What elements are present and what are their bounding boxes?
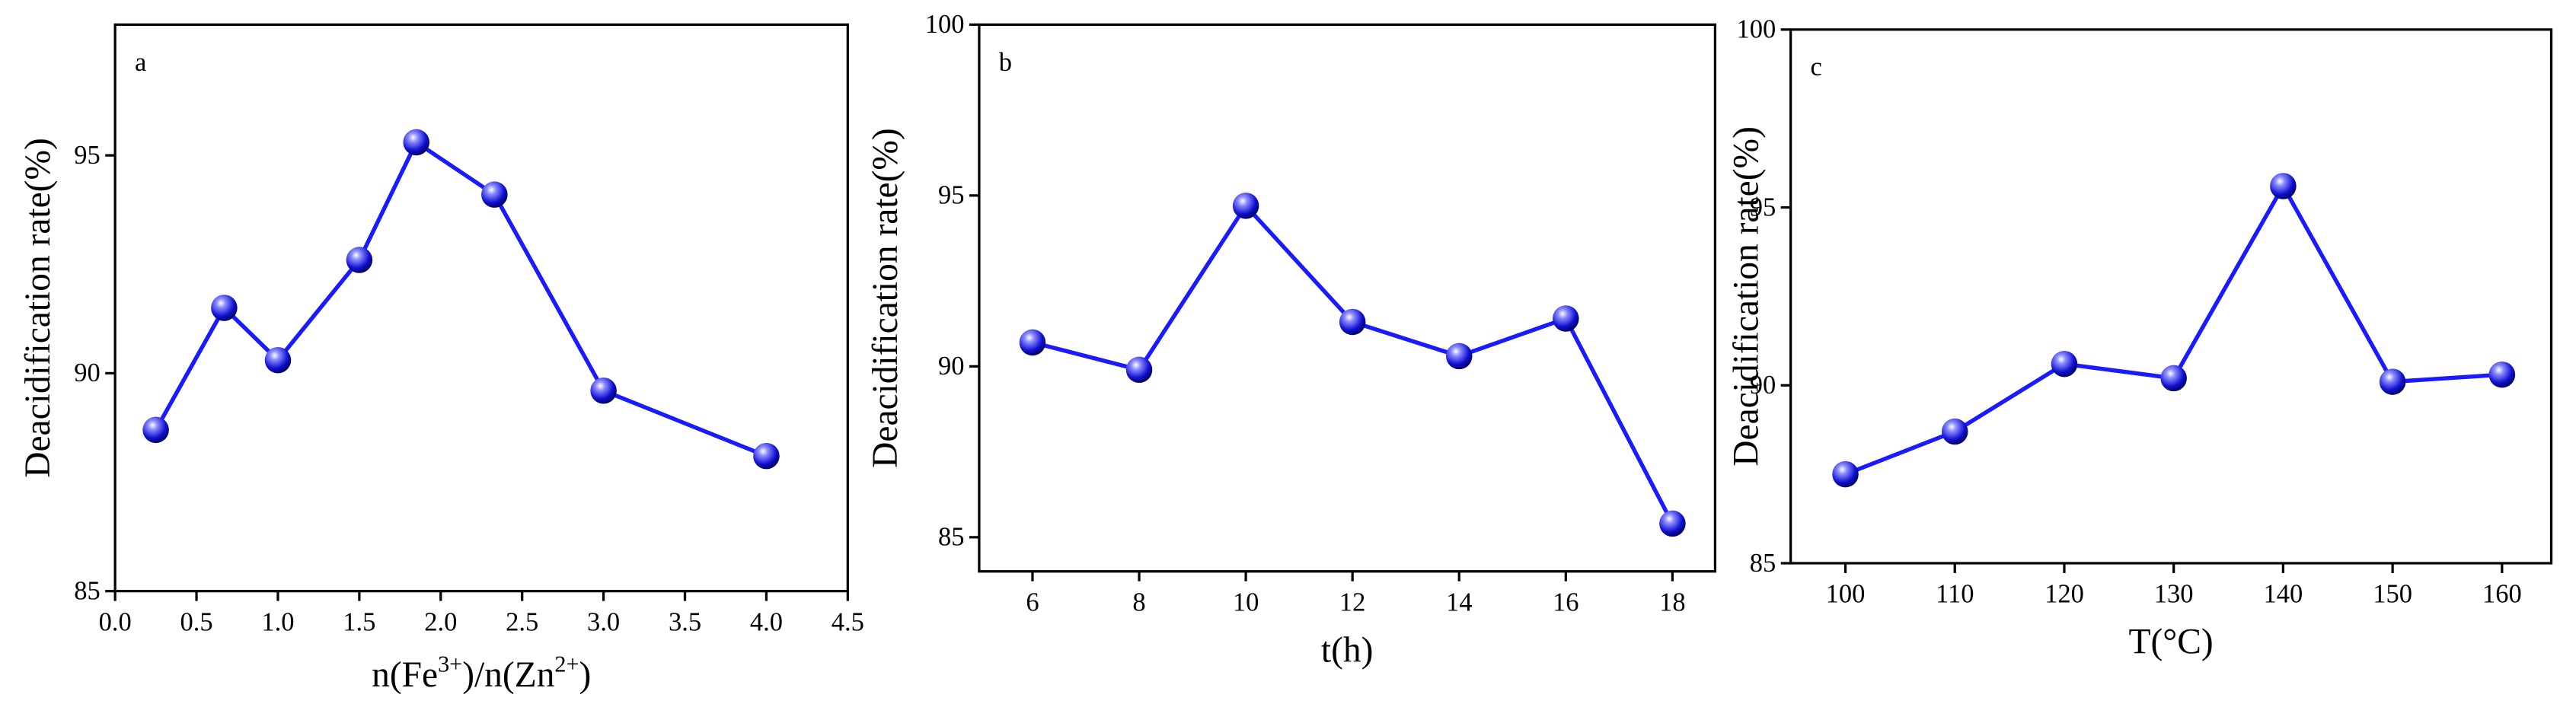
x-tick-label: 140 (2264, 580, 2303, 609)
data-line (154, 139, 768, 458)
x-axis-label: n(Fe3+)/n(Zn2+) (372, 651, 591, 694)
y-tick-label: 100 (925, 10, 965, 39)
data-point (1125, 356, 1153, 384)
y-axis-label: Deacidification rate(%) (866, 128, 905, 468)
y-axis-label: Deacidification rate(%) (1727, 126, 1767, 467)
chart-panel: 85 90 95 100 100 110 120 130 140 150 160 c Deacidifi… (1727, 15, 2553, 662)
data-point (2160, 365, 2187, 392)
data-point (142, 416, 169, 444)
x-tick-label: 8 (1132, 588, 1145, 617)
panel-label: c (1811, 53, 1822, 81)
data-point (346, 247, 373, 273)
x-tick-label: 100 (1826, 580, 1866, 609)
x-axis-label-part: ) (579, 655, 592, 695)
y-tick-label: 90 (74, 358, 100, 387)
x-tick-label: 2.0 (424, 607, 457, 636)
x-tick-label: 0.5 (180, 607, 212, 636)
x-axis-label-part: )/n(Zn (462, 655, 555, 695)
x-tick-label: 150 (2373, 580, 2412, 609)
panel-label: b (999, 48, 1012, 77)
x-tick-label: 0.0 (99, 607, 132, 636)
y-tick-label: 100 (1736, 15, 1776, 44)
x-tick-label: 130 (2154, 580, 2194, 609)
data-point (481, 181, 508, 208)
x-tick-label: 160 (2482, 580, 2522, 609)
x-axis-label: T(°C) (2128, 623, 2213, 662)
data-point (1445, 342, 1473, 370)
x-tick-label: 16 (1553, 588, 1579, 617)
y-tick-label: 90 (1750, 371, 1776, 400)
plot-frame (978, 23, 1717, 573)
x-tick-label: 3.5 (669, 607, 701, 636)
x-axis-label-part: T(°C) (2128, 623, 2213, 662)
x-tick-label: 18 (1659, 588, 1686, 617)
y-tick-label: 95 (74, 141, 100, 170)
x-tick-label: 110 (1936, 580, 1974, 609)
x-tick-label: 120 (2045, 580, 2084, 609)
y-tick-label: 85 (74, 576, 100, 605)
chart-panel: 85 90 95 0.0 0.5 1.0 1.5 2.0 2.5 3.0 3.5 4.0 4.5 a Dea… (18, 23, 864, 695)
x-axis-label-part: n(Fe (372, 655, 438, 695)
data-point (2051, 350, 2078, 378)
x-tick-label: 3.0 (587, 607, 620, 636)
data-point (2488, 361, 2516, 388)
x-tick-label: 4.0 (750, 607, 783, 636)
x-axis-label-part: t(h) (1321, 630, 1374, 670)
data-point (1659, 510, 1686, 537)
data-point (264, 346, 292, 374)
x-tick-label: 12 (1339, 588, 1366, 617)
x-tick-label: 4.5 (832, 607, 864, 636)
data-point (1339, 308, 1366, 336)
data-point (2270, 173, 2297, 199)
data-point (1941, 418, 1968, 445)
x-axis-label-part: 3+ (438, 651, 462, 677)
x-tick-label: 1.0 (261, 607, 294, 636)
y-tick-label: 95 (938, 181, 965, 210)
x-tick-label: 1.5 (343, 607, 375, 636)
y-tick-label: 85 (1750, 549, 1776, 578)
x-tick-label: 10 (1233, 588, 1259, 617)
y-axis-label: Deacidification rate(%) (18, 138, 58, 478)
data-point (1019, 329, 1046, 356)
data-point (1553, 305, 1579, 332)
data-point (403, 129, 429, 156)
data-point (753, 442, 780, 470)
x-tick-label: 14 (1446, 588, 1473, 617)
data-point (211, 295, 238, 321)
panel-label: a (135, 48, 146, 77)
y-tick-label: 95 (1750, 193, 1776, 221)
x-axis-label: t(h) (1321, 630, 1374, 670)
data-point (590, 378, 617, 404)
plot-frame (1789, 28, 2553, 565)
plot-frame (113, 23, 849, 593)
x-tick-label: 2.5 (506, 607, 538, 636)
y-tick-label: 85 (938, 523, 965, 552)
data-point (1232, 193, 1259, 219)
x-tick-label: 6 (1026, 588, 1039, 617)
data-point (1832, 460, 1859, 488)
y-tick-label: 90 (938, 352, 965, 381)
data-point (2379, 368, 2406, 395)
chart-panel: 85 90 95 100 6 8 10 12 14 16 18 b Deacidification ra… (866, 10, 1717, 670)
x-axis-label-part: 2+ (554, 651, 579, 677)
